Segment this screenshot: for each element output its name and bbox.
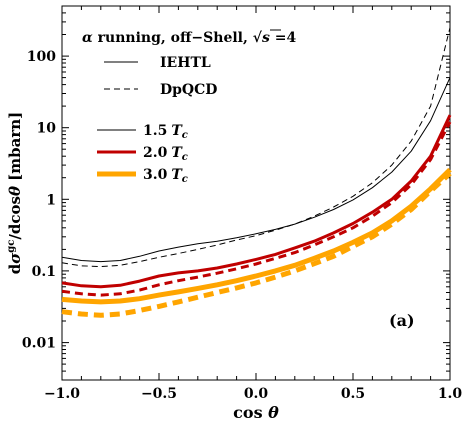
axis-ticks: −1.0 −0.5 0.0 0.5 1.0 0.01 0.1 1 10 100 — [22, 5, 463, 402]
y-tick-label: 1 — [46, 192, 56, 208]
x-tick-label: 1.0 — [438, 386, 463, 402]
legend-value-2-0: 2.0 — [143, 145, 168, 161]
legend-unit-3-0: T — [171, 167, 183, 183]
legend-sub-1-5: c — [182, 130, 188, 141]
panel-label: (a) — [389, 311, 415, 330]
x-axis-title: cos θ — [233, 403, 279, 422]
legend-iehtl-label: IEHTL — [160, 55, 211, 71]
y-tick-label: 100 — [27, 49, 56, 65]
legend-dpqcd-label: DpQCD — [160, 82, 217, 98]
series-group — [61, 27, 452, 318]
x-tick-label: −1.0 — [44, 386, 80, 402]
x-tick-label: −0.5 — [141, 386, 177, 402]
legend-s: s — [262, 30, 270, 46]
y-tick-label: 0.1 — [32, 264, 56, 280]
legend-sqrt: √ — [253, 30, 263, 46]
series-line-2-0-dpqcd — [61, 121, 452, 297]
legend-value-1-5: 1.5 — [143, 123, 167, 139]
x-axis-title-theta: θ — [268, 403, 279, 422]
series-line-2-0-iehtl — [61, 114, 452, 289]
x-tick-label: 0.5 — [341, 386, 365, 402]
y-axis-title-sup: gc — [6, 240, 17, 253]
legend-alpha: α — [82, 30, 93, 46]
y-axis-title-unit: [mbarn] — [6, 112, 24, 186]
x-tick-label: 0.0 — [244, 386, 269, 402]
y-tick-label: 0.01 — [22, 336, 56, 352]
legend-eq: =4 — [270, 30, 297, 46]
y-tick-label: 10 — [37, 121, 57, 137]
legend-label-3-0: 3.0 Tc — [143, 167, 188, 185]
legend-value-3-0: 3.0 — [143, 167, 168, 183]
series-line-1-5-dpqcd — [61, 27, 451, 268]
x-axis-title-text: cos — [233, 403, 268, 422]
series-line-3-0-dpqcd — [61, 171, 452, 318]
y-axis-title-rest: /dcos — [6, 196, 24, 240]
legend-header-text: running, off−Shell, — [93, 30, 253, 46]
series-line-1-5-iehtl — [61, 77, 451, 263]
legend-header: α running, off−Shell, √s =4 — [82, 30, 296, 46]
legend-unit-2-0: T — [171, 145, 183, 161]
y-axis-title-d: d — [6, 263, 24, 274]
legend-unit-1-5: T — [171, 123, 183, 139]
y-axis-title-theta: θ — [6, 186, 24, 196]
legend-label-1-5: 1.5 Tc — [143, 123, 188, 141]
y-axis-title-sigma: σ — [6, 252, 24, 264]
series-line-3-0-iehtl — [61, 167, 452, 305]
legend-label-2-0: 2.0 Tc — [143, 145, 188, 163]
legend-sub-3-0: c — [182, 174, 188, 185]
legend-sub-2-0: c — [182, 152, 188, 163]
y-axis-title: dσgc/dcosθ [mbarn] — [6, 112, 24, 275]
